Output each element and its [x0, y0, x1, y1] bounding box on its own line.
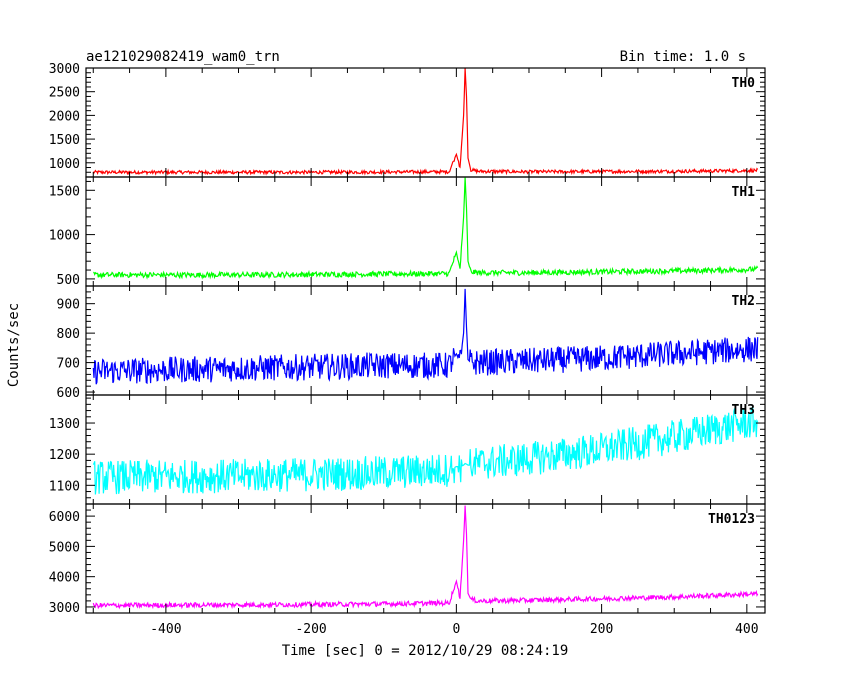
- y-axis-label: Counts/sec: [6, 303, 22, 387]
- chart-title: ae121029082419_wam0_trn: [86, 49, 280, 65]
- panel-label-th1: TH1: [732, 185, 756, 200]
- y-tick-label: 4000: [49, 571, 80, 586]
- y-tick-label: 600: [57, 386, 80, 401]
- panel-frame-th0: [85, 67, 766, 178]
- panel-frame-th2: [85, 285, 766, 396]
- panel-label-th3: TH3: [732, 403, 755, 418]
- panels-group: TH010001500200025003000TH150010001500TH2…: [49, 62, 766, 637]
- y-tick-label: 1000: [49, 157, 80, 172]
- y-tick-label: 2000: [49, 109, 80, 124]
- y-tick-label: 2500: [49, 86, 80, 101]
- y-tick-label: 800: [57, 327, 80, 342]
- series-line-th0: [92, 68, 759, 176]
- y-tick-label: 1200: [49, 448, 80, 463]
- y-tick-label: 5000: [49, 540, 80, 555]
- panel-frame-th0123: [85, 503, 766, 614]
- y-tick-label: 3000: [49, 62, 80, 77]
- y-tick-label: 900: [57, 298, 80, 313]
- panel-label-th0123: TH0123: [708, 512, 755, 527]
- y-tick-label: 700: [57, 357, 80, 372]
- x-tick-label: 400: [735, 622, 758, 637]
- x-tick-label: -400: [150, 622, 181, 637]
- panel-label-th2: TH2: [732, 294, 755, 309]
- panel-frame-th1: [85, 176, 766, 287]
- y-tick-label: 6000: [49, 510, 80, 525]
- panel-label-th0: TH0: [732, 76, 756, 91]
- series-line-th1: [93, 177, 759, 280]
- x-tick-label: 0: [452, 622, 460, 637]
- y-tick-label: 1100: [49, 479, 80, 494]
- y-tick-label: 1500: [49, 133, 80, 148]
- series-line-th2: [92, 288, 759, 385]
- y-tick-label: 3000: [49, 601, 80, 616]
- series-line-th0123: [92, 505, 759, 610]
- x-tick-label: 200: [590, 622, 613, 637]
- y-tick-label: 500: [57, 273, 80, 288]
- y-tick-label: 1500: [49, 184, 80, 199]
- x-axis-label: Time [sec] 0 = 2012/10/29 08:24:19: [282, 643, 569, 659]
- bin-time-label: Bin time: 1.0 s: [620, 49, 746, 65]
- series-line-th3: [92, 405, 759, 495]
- y-tick-label: 1300: [49, 417, 80, 432]
- y-tick-label: 1000: [49, 229, 80, 244]
- x-tick-label: -200: [295, 622, 326, 637]
